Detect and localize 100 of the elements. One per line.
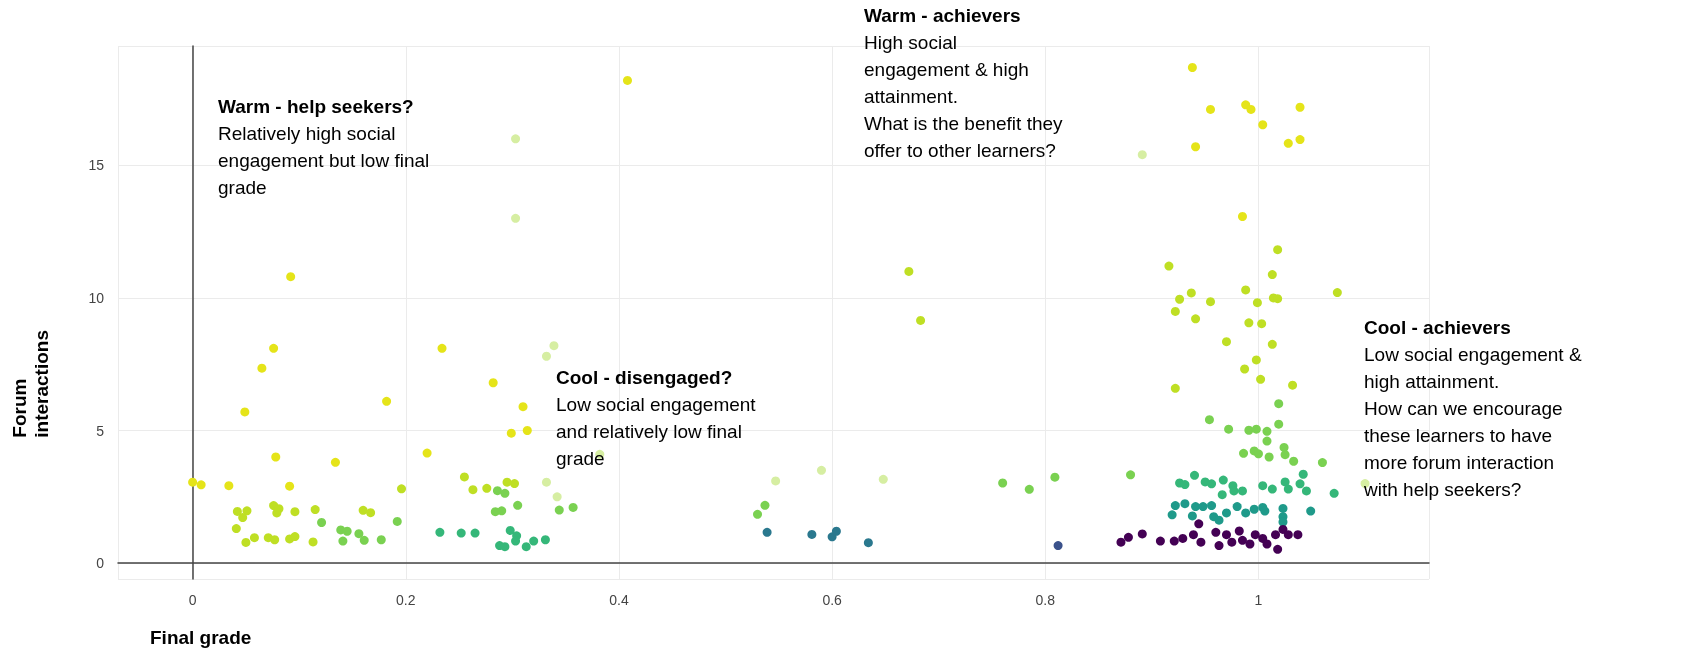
point xyxy=(513,500,523,510)
point xyxy=(1155,536,1165,546)
point xyxy=(422,448,432,458)
point xyxy=(1258,120,1268,130)
point xyxy=(511,536,521,546)
point xyxy=(488,378,498,388)
point xyxy=(397,484,407,494)
point xyxy=(1191,314,1201,324)
point xyxy=(1170,306,1180,316)
y-tick-label: 15 xyxy=(88,157,105,174)
x-tick-label: 0.8 xyxy=(1035,592,1056,608)
point xyxy=(1137,150,1147,160)
point xyxy=(1244,318,1254,328)
point xyxy=(1206,104,1215,114)
point xyxy=(1196,537,1206,547)
point xyxy=(1186,288,1196,298)
point xyxy=(1218,475,1228,485)
point xyxy=(521,542,531,552)
point xyxy=(1253,449,1263,459)
point xyxy=(510,479,519,489)
point xyxy=(1237,212,1247,221)
point xyxy=(1249,504,1259,514)
point xyxy=(1260,506,1270,516)
annotation: Cool - disengaged? Low social engagement and relatively low final grade xyxy=(556,367,757,469)
point xyxy=(1258,533,1268,543)
point xyxy=(529,536,539,546)
point xyxy=(549,341,559,351)
point xyxy=(1280,477,1290,487)
point xyxy=(308,537,318,547)
point xyxy=(1222,337,1231,347)
point xyxy=(1227,537,1237,547)
point xyxy=(505,525,515,535)
point xyxy=(1126,470,1136,480)
y-tick-label: 0 xyxy=(96,555,105,572)
point xyxy=(1241,508,1251,518)
point xyxy=(1246,104,1256,114)
point xyxy=(392,516,402,526)
point xyxy=(522,426,532,435)
point xyxy=(1191,502,1201,512)
point xyxy=(1274,419,1284,429)
point xyxy=(1116,537,1126,547)
y-tick-label: 5 xyxy=(96,422,105,439)
point xyxy=(1267,270,1277,280)
point xyxy=(1187,62,1197,72)
point xyxy=(1245,539,1255,549)
point xyxy=(188,477,198,487)
point xyxy=(1306,506,1316,516)
point xyxy=(231,524,241,534)
point xyxy=(1317,458,1327,468)
point xyxy=(456,528,466,538)
point xyxy=(1190,470,1200,480)
point xyxy=(1206,297,1215,307)
point xyxy=(1264,452,1274,462)
point xyxy=(1229,486,1239,496)
point xyxy=(816,465,826,475)
point xyxy=(359,535,369,545)
point xyxy=(916,315,926,325)
point xyxy=(1222,530,1231,540)
point xyxy=(317,518,327,528)
annotation: Warm - achievers High social engagement & high attainment. What is the benefit they offer to other learners? xyxy=(864,5,1064,161)
point xyxy=(1239,448,1249,458)
point xyxy=(382,396,392,406)
point xyxy=(1251,424,1261,434)
point xyxy=(1050,472,1060,482)
x-tick-label: 0.2 xyxy=(396,592,416,608)
point xyxy=(1262,539,1272,549)
point xyxy=(1262,426,1272,436)
point xyxy=(1329,488,1339,498)
point xyxy=(1207,501,1217,511)
point xyxy=(270,535,280,545)
point xyxy=(552,492,562,502)
point xyxy=(1214,541,1224,551)
point xyxy=(342,526,352,536)
point xyxy=(1137,529,1147,539)
point xyxy=(330,457,340,467)
point xyxy=(1214,515,1224,525)
point xyxy=(1164,261,1174,271)
point xyxy=(1191,142,1201,152)
point xyxy=(831,526,841,536)
point xyxy=(338,536,348,546)
point xyxy=(1273,544,1283,554)
point xyxy=(1167,510,1177,520)
x-tick-label: 0 xyxy=(188,592,197,608)
point xyxy=(376,535,386,545)
point xyxy=(1280,450,1290,460)
point xyxy=(241,537,251,547)
point xyxy=(1295,479,1305,489)
point xyxy=(1283,530,1293,540)
point xyxy=(1256,374,1266,384)
point xyxy=(1198,502,1208,512)
point xyxy=(1194,519,1204,529)
point xyxy=(511,134,521,144)
point xyxy=(1295,135,1305,145)
point xyxy=(224,481,234,491)
point xyxy=(1295,102,1305,112)
point xyxy=(468,485,478,495)
point xyxy=(540,535,550,545)
point xyxy=(1257,319,1267,329)
y-tick-label: 10 xyxy=(88,289,105,306)
point xyxy=(196,480,206,490)
